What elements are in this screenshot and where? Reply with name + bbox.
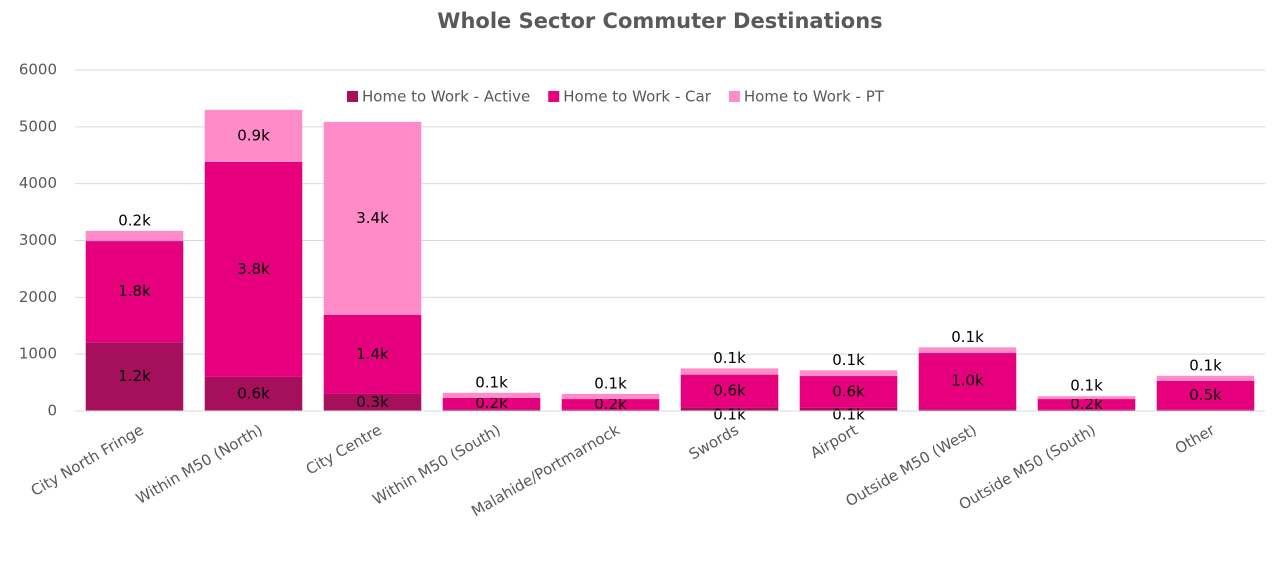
y-tick-label: 5000	[19, 117, 57, 135]
data-label: 0.1k	[713, 349, 746, 367]
x-tick-label: City North Fringe	[28, 421, 147, 500]
data-label: 1.4k	[356, 345, 389, 363]
data-label: 0.2k	[118, 211, 151, 229]
bar-segment	[323, 393, 422, 411]
x-tick-label: Airport	[807, 421, 861, 462]
data-label: 0.1k	[951, 328, 984, 346]
data-label: 0.1k	[594, 374, 627, 392]
bar-segment	[561, 393, 660, 400]
data-label: 0.6k	[832, 382, 865, 400]
data-label: 0.5k	[1189, 386, 1222, 404]
data-label: 3.8k	[237, 260, 270, 278]
data-label: 0.2k	[594, 395, 627, 413]
legend-label: Home to Work - Active	[362, 88, 530, 106]
legend-swatch	[728, 91, 740, 102]
data-label: 0.3k	[356, 393, 389, 411]
data-label: 0.1k	[832, 406, 865, 424]
data-label: 0.9k	[237, 126, 270, 144]
bar-segment	[561, 409, 660, 411]
legend-swatch	[347, 91, 358, 102]
data-label: 3.4k	[356, 209, 389, 227]
data-label: 0.1k	[832, 351, 865, 369]
y-tick-label: 6000	[19, 61, 57, 79]
bar-segment	[85, 230, 184, 242]
bar-segment	[1156, 375, 1255, 381]
data-label: 0.6k	[713, 382, 746, 400]
bar-segment	[680, 368, 779, 375]
data-label: 1.0k	[951, 372, 984, 390]
data-label: 0.1k	[1189, 356, 1222, 374]
bar-segment	[680, 407, 779, 411]
bar-segment	[323, 121, 422, 315]
data-label: 1.2k	[118, 367, 151, 385]
legend-label: Home to Work - PT	[744, 88, 885, 106]
y-tick-label: 3000	[19, 231, 57, 249]
x-tick-label: Within M50 (North)	[133, 421, 266, 508]
bar-segment	[442, 397, 541, 410]
y-tick-label: 4000	[19, 174, 57, 192]
bar-segment	[204, 161, 303, 377]
bar-segment	[1037, 409, 1136, 411]
bar-segment	[799, 370, 898, 377]
bar-segment	[85, 241, 184, 343]
bar-segment	[918, 409, 1017, 411]
y-tick-label: 0	[47, 402, 57, 420]
x-tick-label: Other	[1172, 420, 1219, 457]
bar-segment	[1037, 399, 1136, 410]
data-label: 0.2k	[475, 394, 508, 412]
data-label: 0.2k	[1070, 395, 1103, 413]
chart-title: Whole Sector Commuter Destinations	[437, 9, 882, 33]
legend-swatch	[548, 91, 560, 102]
bar-segment	[561, 399, 660, 410]
data-label: 0.1k	[1070, 377, 1103, 395]
bar-segment	[1156, 409, 1255, 411]
bar-segment	[918, 353, 1017, 410]
bar-segment	[799, 407, 898, 411]
bar-segment	[442, 409, 541, 411]
y-tick-label: 1000	[19, 345, 57, 363]
x-tick-label: City Centre	[303, 421, 385, 479]
legend-label: Home to Work - Car	[563, 88, 711, 106]
data-label: 0.1k	[713, 406, 746, 424]
data-label: 0.1k	[475, 373, 508, 391]
data-label: 0.6k	[237, 384, 270, 402]
bar-segment	[1037, 396, 1136, 400]
bar-segment	[1156, 380, 1255, 410]
bar-segment	[680, 374, 779, 408]
bar-segment	[799, 376, 898, 408]
bar-segment	[323, 314, 422, 394]
bar-segment	[204, 109, 303, 162]
bar-segment	[204, 376, 303, 411]
bar-segment	[442, 392, 541, 398]
y-tick-label: 2000	[19, 288, 57, 306]
x-tick-label: Swords	[686, 421, 742, 464]
bar-segment	[85, 342, 184, 411]
data-label: 1.8k	[118, 282, 151, 300]
bar-segment	[918, 347, 1017, 354]
